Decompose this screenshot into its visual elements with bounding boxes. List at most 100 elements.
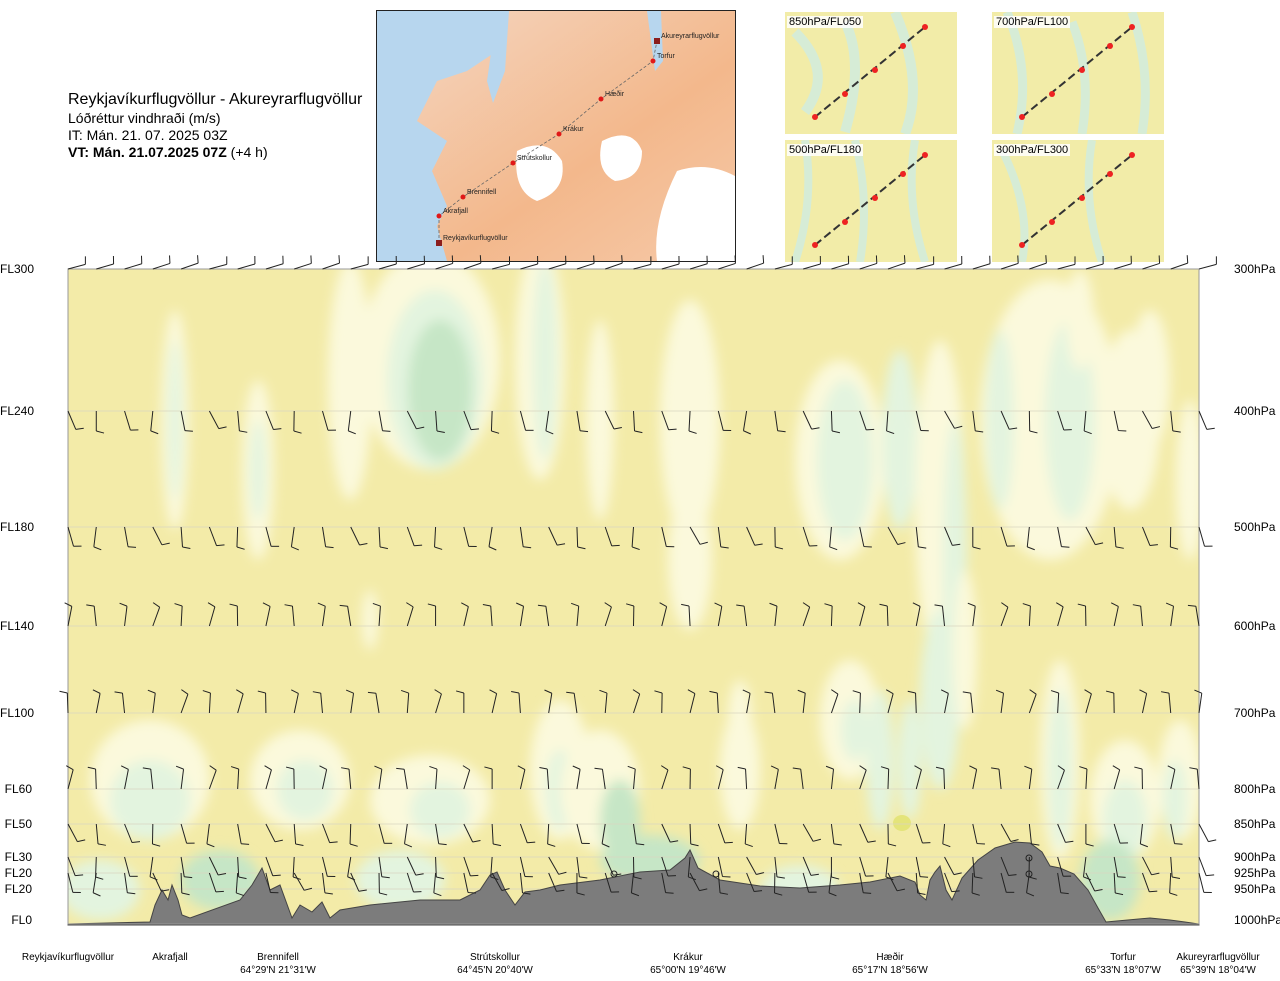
level-map-700: 700hPa/FL100 — [992, 12, 1164, 134]
pressure-level-label: 800hPa — [1234, 782, 1276, 796]
wind-barb — [661, 856, 676, 877]
wind-barb — [887, 823, 897, 847]
wind-barb — [774, 256, 793, 270]
location-coordinates: 64°29'N 21°31'W — [240, 965, 316, 976]
wind-barb — [859, 255, 878, 270]
wind-barb — [490, 410, 500, 434]
wind-barb — [180, 856, 193, 879]
level-map-500: 500hPa/FL180 — [785, 140, 957, 262]
wind-barb — [463, 255, 482, 270]
wind-barb — [429, 765, 438, 790]
wind-barb — [67, 872, 81, 894]
vertical-velocity-field — [68, 269, 1199, 920]
location-name: Krákur — [673, 952, 703, 963]
wind-barb — [852, 690, 861, 714]
wind-barb — [208, 856, 227, 876]
wind-barb — [463, 872, 477, 894]
wind-barb — [599, 689, 608, 714]
wind-barb — [488, 526, 497, 551]
level-map-label: 850hPa/FL050 — [787, 16, 864, 28]
location-label: Krákur 65°00'N 19°46'W — [628, 951, 748, 977]
wind-barb — [1165, 602, 1175, 627]
wind-barb — [539, 767, 550, 790]
wind-barb — [406, 872, 422, 893]
wind-barb — [519, 410, 534, 431]
wind-barb — [824, 603, 833, 627]
level-map-label: 700hPa/FL100 — [994, 16, 1071, 28]
location-coordinates: 64°45'N 20°40'W — [457, 965, 533, 976]
wind-barb — [742, 410, 751, 435]
velocity-contour — [866, 690, 894, 830]
wind-barb — [463, 823, 481, 843]
wind-barb — [519, 872, 531, 895]
wind-barb — [491, 872, 510, 891]
wind-barb — [236, 689, 244, 714]
map-point-name: Brennifell — [467, 189, 497, 196]
wind-barb — [433, 872, 442, 897]
wind-barb — [1057, 765, 1065, 790]
wind-barb — [601, 823, 610, 848]
wind-barb — [65, 765, 74, 790]
velocity-contour — [1048, 690, 1072, 850]
wind-barb — [519, 526, 532, 549]
wind-barb — [944, 256, 963, 270]
wind-barb — [180, 823, 195, 844]
flight-level-label: FL60 — [4, 782, 32, 796]
wind-barb — [235, 872, 244, 897]
wind-barb — [208, 410, 227, 430]
wind-barb — [67, 823, 86, 843]
wind-barb — [630, 872, 640, 897]
wind-barb — [1169, 526, 1179, 550]
wind-barb — [491, 823, 502, 847]
wind-barb — [317, 602, 326, 627]
flight-level-label: FL50 — [4, 817, 32, 831]
wind-barb — [1077, 603, 1087, 627]
wind-barb — [1114, 255, 1132, 270]
wind-barb — [400, 689, 410, 714]
wind-barb — [86, 604, 97, 627]
location-label: Hæðir 65°17'N 18°56'W — [830, 951, 950, 977]
wind-barb — [207, 602, 216, 627]
wind-barb — [462, 765, 471, 790]
wind-barb — [830, 689, 839, 714]
terrain-profile — [67, 841, 1200, 926]
wind-barb — [746, 856, 765, 875]
wind-barb — [944, 410, 963, 429]
location-coordinates: 65°33'N 18°07'W — [1085, 965, 1161, 976]
wind-barb — [1142, 410, 1161, 429]
wind-barb — [1083, 410, 1092, 435]
calm-marker — [712, 870, 720, 878]
wind-barb — [802, 602, 811, 627]
route-line — [438, 40, 658, 243]
wind-barb — [717, 823, 733, 844]
wind-barb — [802, 823, 822, 842]
velocity-contour — [328, 269, 372, 500]
wind-barb — [434, 526, 443, 550]
wind-barb — [1170, 823, 1183, 845]
wind-barb — [831, 255, 850, 270]
wind-barb — [202, 690, 211, 714]
wind-barb — [859, 410, 875, 431]
wind-barb — [802, 526, 818, 547]
waypoint-marker — [650, 58, 656, 64]
velocity-contour — [68, 860, 140, 920]
wind-barb — [1141, 526, 1158, 547]
wind-barb — [915, 410, 929, 432]
issue-time: IT: Mán. 21. 07. 2025 03Z — [68, 127, 228, 143]
wind-barb — [1029, 255, 1047, 270]
wind-barb — [545, 410, 554, 435]
wind-barb — [1142, 856, 1160, 876]
wind-barb — [605, 255, 623, 270]
wind-barb — [626, 603, 635, 627]
velocity-contour — [1176, 400, 1199, 560]
wind-barb — [972, 856, 983, 879]
wind-barb — [792, 767, 804, 790]
map-point-name: Hæðir — [605, 90, 625, 98]
wind-barb — [717, 856, 731, 878]
wind-barb — [455, 690, 465, 713]
wind-barb — [1057, 526, 1070, 548]
wind-barb — [230, 766, 240, 790]
wind-barb — [1084, 689, 1092, 714]
wind-barb — [915, 856, 929, 878]
wind-barb — [152, 872, 170, 892]
